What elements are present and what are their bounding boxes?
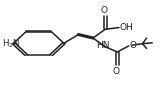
Text: O: O — [100, 6, 107, 15]
Text: HN: HN — [96, 41, 110, 50]
Text: O: O — [129, 41, 136, 50]
Text: OH: OH — [120, 23, 133, 32]
Text: H$_2$N: H$_2$N — [2, 37, 20, 50]
Text: O: O — [113, 67, 120, 76]
